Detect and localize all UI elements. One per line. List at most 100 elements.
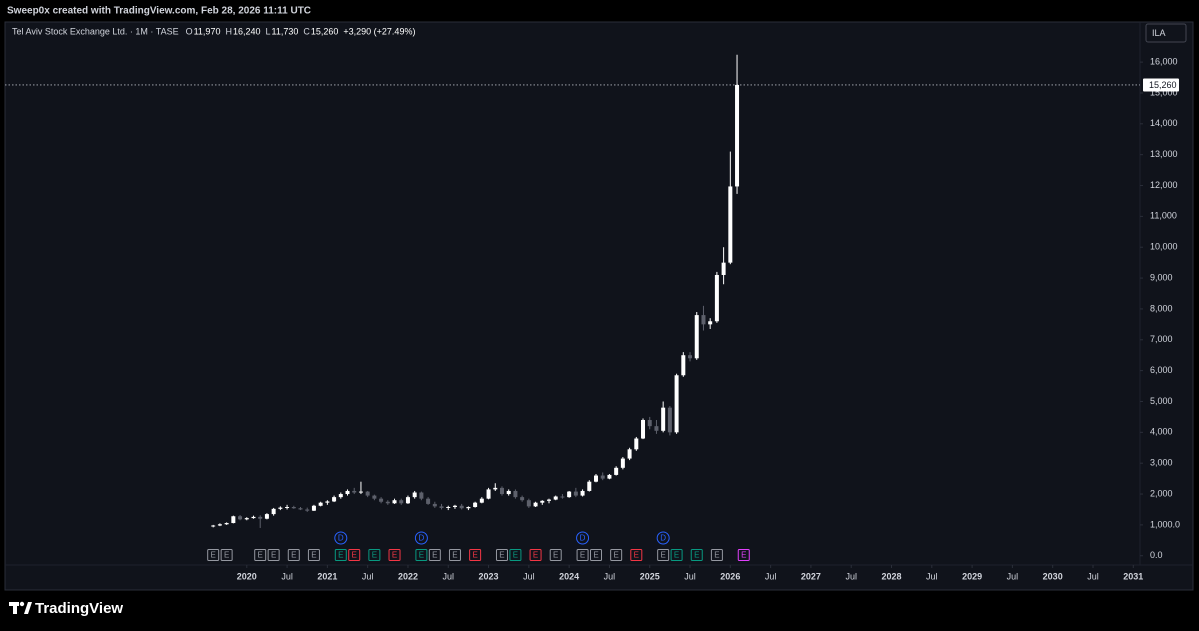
earnings-label: E [499, 551, 504, 560]
currency-button[interactable] [1145, 23, 1187, 43]
x-tick-label: Jul [1087, 571, 1099, 581]
candle-body [285, 506, 290, 508]
y-tick-label: 12,000 [1150, 180, 1178, 190]
candle-body [291, 506, 296, 509]
candle-body [540, 500, 545, 503]
earnings-label: E [533, 551, 538, 560]
y-tick-label: 13,000 [1150, 149, 1178, 159]
y-tick-label: 0.0 [1150, 550, 1163, 560]
candle-body [721, 262, 726, 275]
candle-body [486, 489, 491, 499]
earnings-label: E [613, 551, 618, 560]
earnings-marker [207, 549, 220, 561]
candle-body [479, 498, 484, 503]
candle-body [473, 502, 478, 507]
earnings-marker [737, 549, 750, 561]
candle-body [688, 355, 693, 359]
candle-body [553, 496, 558, 500]
earnings-marker [307, 549, 320, 561]
x-tick-label: 2030 [1043, 571, 1063, 581]
candle-body [352, 490, 357, 493]
x-tick-label: Jul [926, 571, 938, 581]
candle-body [654, 426, 659, 431]
earnings-label: E [271, 551, 276, 560]
logo-icon-slash [24, 602, 32, 614]
earnings-marker [495, 549, 508, 561]
candle-body [520, 497, 525, 501]
candle-body [708, 321, 713, 325]
earnings-marker [254, 549, 267, 561]
earnings-label: E [452, 551, 457, 560]
x-tick-label: Jul [1007, 571, 1019, 581]
x-tick-label: 2031 [1123, 571, 1143, 581]
dividend-marker [334, 531, 348, 545]
y-tick-label: 9,000 [1150, 272, 1173, 282]
dividend-marker [656, 531, 670, 545]
earnings-label: E [392, 551, 397, 560]
y-tick-label: 14,000 [1150, 118, 1178, 128]
candle-body [372, 495, 377, 499]
y-tick-label: 5,000 [1150, 396, 1173, 406]
candle-body [681, 355, 686, 376]
candle-body [735, 84, 740, 187]
y-tick-label: 10,000 [1150, 242, 1178, 252]
candle-body [439, 506, 444, 508]
candle-body [271, 508, 276, 515]
earnings-label: E [580, 551, 585, 560]
x-tick-label: 2027 [801, 571, 821, 581]
earnings-label: E [352, 551, 357, 560]
last-price-label: 15,260 [1149, 80, 1177, 90]
candle-body [399, 500, 404, 504]
candle-body [231, 516, 236, 524]
earnings-marker [415, 549, 428, 561]
y-tick-label: 8,000 [1150, 303, 1173, 313]
x-tick-label: 2026 [720, 571, 740, 581]
candle-body [647, 419, 652, 427]
dividend-label: D [338, 534, 344, 543]
candle-body [714, 274, 719, 322]
earnings-label: E [372, 551, 377, 560]
candle-body [278, 507, 283, 509]
candle-body [379, 498, 384, 502]
x-tick-label: 2029 [962, 571, 982, 581]
earnings-marker [576, 549, 589, 561]
candle-body [338, 494, 343, 498]
legend-field-key: C [303, 26, 310, 36]
earnings-marker [509, 549, 522, 561]
x-tick-label: Jul [523, 571, 535, 581]
y-tick-label: 3,000 [1150, 458, 1173, 468]
y-tick-label: 11,000 [1150, 211, 1177, 221]
earnings-label: E [211, 551, 216, 560]
candle-body [298, 508, 303, 510]
y-tick-label: 16,000 [1150, 56, 1178, 66]
legend-field-value: 11,730 [272, 26, 299, 36]
earnings-marker [690, 549, 703, 561]
earnings-label: E [553, 551, 558, 560]
x-tick-label: 2023 [479, 571, 499, 581]
candle-body [506, 490, 511, 495]
currency-button-label[interactable]: ILA [1152, 28, 1166, 38]
earnings-marker [529, 549, 542, 561]
candle-body [701, 315, 706, 325]
candle-body [224, 523, 229, 525]
legend: Tel Aviv Stock Exchange Ltd. · 1M · TASE… [12, 26, 415, 36]
earnings-marker [590, 549, 603, 561]
earnings-marker [448, 549, 461, 561]
earnings-marker [348, 549, 361, 561]
legend-symbol: Tel Aviv Stock Exchange Ltd. · 1M · TASE [12, 26, 179, 36]
legend-field-key: L [265, 26, 270, 36]
earnings-label: E [291, 551, 296, 560]
x-tick-label: Jul [845, 571, 857, 581]
earnings-label: E [224, 551, 229, 560]
earnings-label: E [311, 551, 316, 560]
earnings-label: E [674, 551, 679, 560]
legend-field-value: 16,240 [233, 26, 261, 36]
last-price-box [1143, 78, 1179, 92]
x-tick-label: 2022 [398, 571, 418, 581]
y-tick-label: 7,000 [1150, 334, 1173, 344]
candle-body [513, 490, 518, 498]
candle-body [493, 487, 498, 490]
candle-body [217, 524, 222, 526]
